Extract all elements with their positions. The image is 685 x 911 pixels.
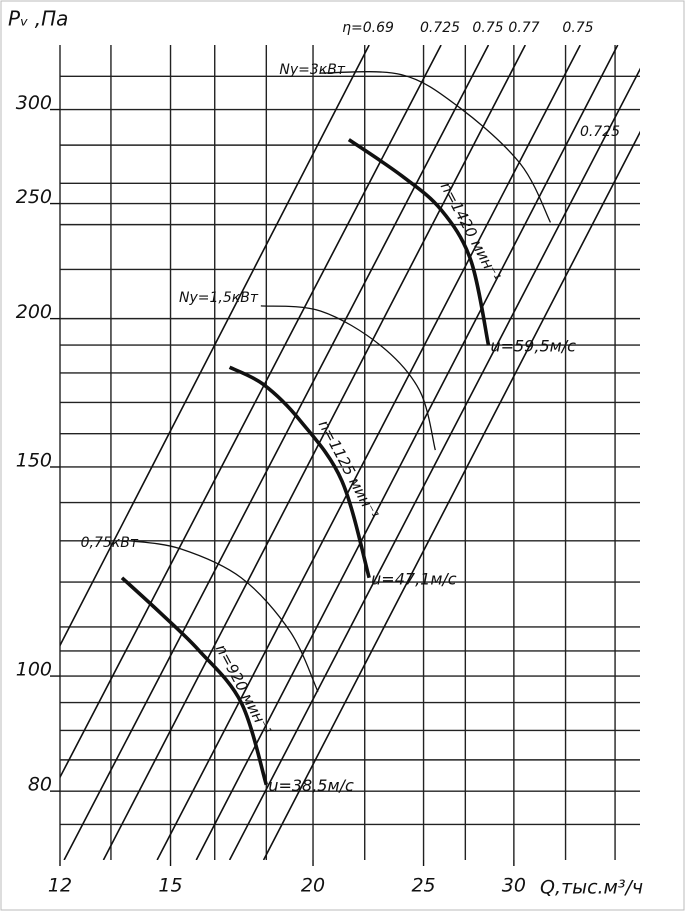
speed-curve xyxy=(228,365,371,579)
y-axis-label: Pᵥ ,Па xyxy=(8,7,68,31)
power-label: 0,75кВт xyxy=(81,535,139,551)
y-tick-label: 300 xyxy=(16,92,52,114)
power-curve xyxy=(320,71,552,223)
y-tick-label: 150 xyxy=(16,449,52,471)
y-tick-label: 100 xyxy=(16,659,52,681)
efficiency-label: 0.725 xyxy=(580,124,620,140)
speed-label: n=1125 мин⁻¹ xyxy=(315,417,382,522)
velocity-label: u=59,5м/с xyxy=(490,337,576,356)
x-tick-label: 12 xyxy=(48,875,72,897)
efficiency-line xyxy=(60,45,442,779)
velocity-label: u=38,5м/с xyxy=(268,776,354,795)
x-tick-label: 15 xyxy=(158,875,182,897)
efficiency-label: 0.725 xyxy=(420,20,460,36)
x-axis-label: Q,тыс.м³/ч xyxy=(540,877,643,899)
efficiency-label: 0.77 xyxy=(508,20,539,36)
efficiency-line xyxy=(156,45,581,860)
power-label: Nу=1,5кВт xyxy=(179,290,259,306)
power-curve xyxy=(260,305,436,451)
y-tick-label: 250 xyxy=(16,186,52,208)
y-tick-label: 200 xyxy=(16,301,52,323)
velocity-label: u=47,1м/с xyxy=(371,569,457,588)
y-tick-label: 80 xyxy=(28,774,52,796)
x-tick-label: 30 xyxy=(502,875,526,897)
x-tick-label: 25 xyxy=(411,875,435,897)
efficiency-line xyxy=(102,45,527,860)
efficiency-line xyxy=(60,45,370,648)
efficiency-line xyxy=(63,45,490,860)
power-curve xyxy=(129,540,319,693)
speed-curve xyxy=(347,138,491,346)
efficiency-label: η=0.69 xyxy=(342,20,394,36)
efficiency-line xyxy=(262,130,640,860)
power-label: Nу=3кВт xyxy=(279,62,345,78)
speed-label: n=920 мин⁻¹ xyxy=(212,641,275,738)
speed-label: n=1420 мин⁻¹ xyxy=(437,179,504,284)
efficiency-label: 0.75 xyxy=(472,20,503,36)
efficiency-label: 0.75 xyxy=(562,20,593,36)
efficiency-line xyxy=(195,45,619,860)
efficiency-line xyxy=(228,67,640,860)
x-tick-label: 20 xyxy=(301,875,325,897)
speed-curve xyxy=(120,576,269,786)
